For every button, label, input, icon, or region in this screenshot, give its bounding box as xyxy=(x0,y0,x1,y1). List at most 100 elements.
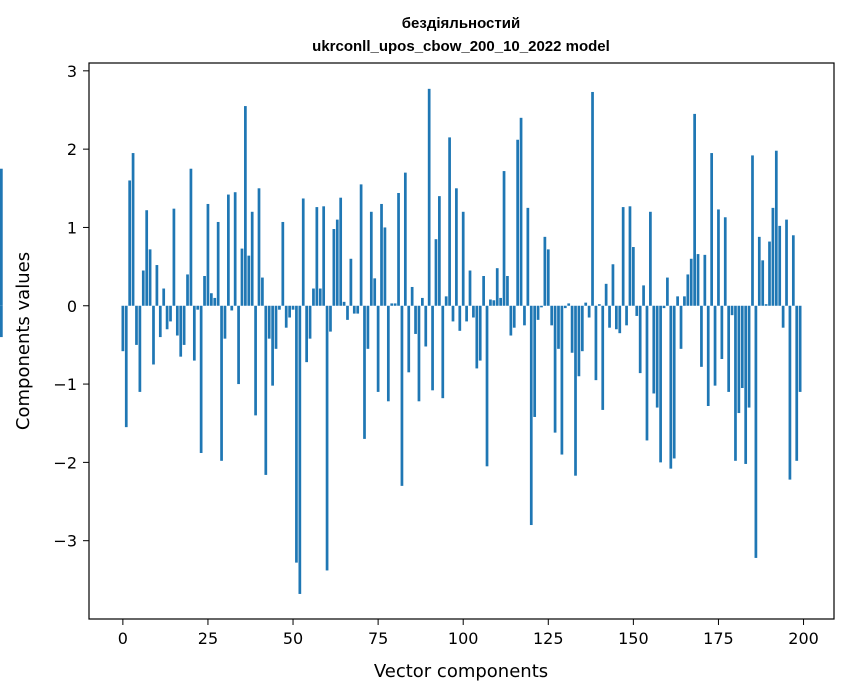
bar xyxy=(414,305,417,334)
bar xyxy=(727,305,731,392)
bar xyxy=(322,206,326,306)
bar xyxy=(536,305,540,320)
bar xyxy=(768,241,771,306)
bar xyxy=(574,305,577,476)
bar xyxy=(492,300,496,306)
bar xyxy=(489,299,492,306)
bar xyxy=(519,117,523,306)
bar xyxy=(175,305,179,336)
bar xyxy=(771,207,775,306)
bar xyxy=(301,198,305,306)
bar xyxy=(240,248,244,306)
bar xyxy=(397,192,400,306)
bar xyxy=(625,305,628,326)
bar xyxy=(679,305,683,349)
bar xyxy=(192,305,196,361)
bar xyxy=(550,305,554,326)
bar xyxy=(257,188,261,306)
bar xyxy=(730,305,734,316)
bar xyxy=(189,168,193,306)
bar xyxy=(124,305,128,428)
bar xyxy=(635,305,639,316)
bar xyxy=(424,305,428,347)
bar xyxy=(774,150,778,306)
bar xyxy=(407,305,411,373)
bar xyxy=(553,305,557,433)
bar xyxy=(795,305,799,461)
bar xyxy=(264,305,268,475)
bar xyxy=(339,197,343,306)
bar xyxy=(472,305,475,318)
bar xyxy=(757,236,761,306)
bar xyxy=(482,276,485,306)
bar xyxy=(672,305,676,459)
bar xyxy=(441,305,445,399)
bar xyxy=(288,305,291,318)
x-tick-label: 100 xyxy=(448,629,479,648)
bar xyxy=(410,286,414,306)
x-axis-label: Vector components xyxy=(374,661,548,682)
bar xyxy=(798,305,802,392)
bar xyxy=(261,277,264,306)
bar xyxy=(512,305,516,328)
bar xyxy=(710,153,714,306)
bar xyxy=(563,305,567,309)
bar xyxy=(666,277,669,306)
bar xyxy=(247,255,251,306)
bar xyxy=(427,88,431,306)
bar xyxy=(587,305,591,318)
bar xyxy=(145,210,149,306)
bar xyxy=(662,305,666,309)
x-tick-label: 0 xyxy=(118,629,128,648)
bar xyxy=(274,305,278,349)
bar xyxy=(594,305,598,381)
bar xyxy=(696,254,700,306)
bar xyxy=(485,305,489,467)
bar xyxy=(223,305,227,339)
bar xyxy=(649,211,652,306)
bar xyxy=(421,297,424,306)
bar xyxy=(138,305,142,392)
bar xyxy=(703,254,707,306)
bar xyxy=(393,303,397,306)
bar xyxy=(376,305,380,392)
bar xyxy=(570,305,574,353)
y-tick-label: −1 xyxy=(53,375,77,394)
bar xyxy=(230,305,234,311)
bar xyxy=(352,305,356,314)
bar xyxy=(655,305,659,408)
bar xyxy=(155,265,159,306)
bar xyxy=(509,305,513,336)
bar xyxy=(162,288,166,306)
bar xyxy=(216,221,220,306)
bar xyxy=(271,305,274,386)
bar xyxy=(438,196,441,306)
bar xyxy=(213,297,217,306)
bar xyxy=(458,305,462,331)
bar xyxy=(533,305,537,417)
bar xyxy=(172,208,176,306)
bar xyxy=(390,303,394,306)
bar xyxy=(179,305,183,357)
bar xyxy=(567,303,571,306)
bar xyxy=(169,305,172,322)
bar xyxy=(363,305,366,439)
bar xyxy=(693,113,696,306)
x-tick-label: 150 xyxy=(618,629,649,648)
bar xyxy=(560,305,564,455)
x-tick-label: 125 xyxy=(533,629,564,648)
x-tick-label: 175 xyxy=(703,629,734,648)
bar xyxy=(689,258,693,306)
bar xyxy=(608,305,611,328)
bar xyxy=(281,221,285,306)
bar xyxy=(754,305,758,558)
bar xyxy=(403,172,407,306)
bar xyxy=(373,278,377,306)
bar xyxy=(254,305,257,416)
bar xyxy=(597,304,601,306)
bar xyxy=(526,207,530,306)
chart-subtitle: ukrconll_upos_cbow_200_10_2022 model xyxy=(312,38,610,55)
bar xyxy=(444,296,448,306)
bars-group xyxy=(0,88,802,594)
